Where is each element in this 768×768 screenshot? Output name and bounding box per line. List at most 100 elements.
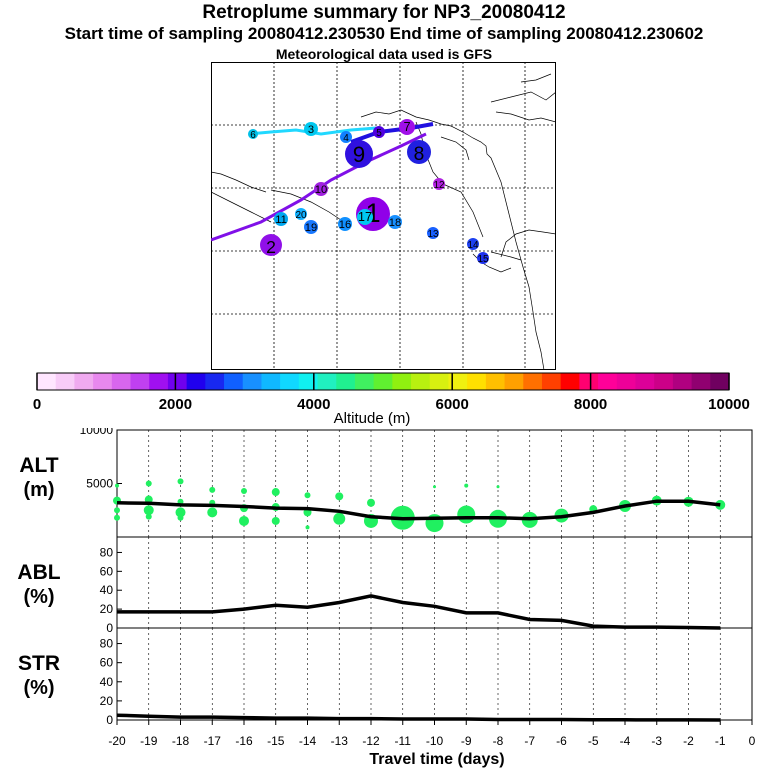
- x-tick-label: -8: [493, 734, 504, 748]
- cluster-label-8: 8: [414, 144, 425, 165]
- panel-title-str: STR: [18, 652, 60, 675]
- x-tick-label: -3: [651, 734, 662, 748]
- alt-point: [239, 515, 249, 526]
- colorbar-cell: [541, 373, 562, 390]
- panel-str: STR(%) 0 20 40 60 80: [18, 627, 753, 727]
- colorbar-cell: [579, 373, 599, 390]
- colorbar-cell: [205, 373, 225, 390]
- colorbar-cell: [224, 373, 244, 390]
- colorbar-cell: [373, 373, 393, 390]
- colorbar-tick-label: 0: [33, 396, 41, 413]
- x-tick-label: -2: [683, 734, 694, 748]
- x-axis: -20 -19 -18 -17 -16 -15 -14 -13 -12 -11 -10 -9 -8 -7-…: [108, 720, 756, 748]
- sampling-times: Start time of sampling 20080412.230530 E…: [64, 24, 704, 43]
- cluster-label-11: 11: [275, 214, 287, 226]
- panel-title-abl: ABL: [17, 561, 60, 584]
- cluster-dot-19: [304, 220, 318, 234]
- cluster-dot-13: [427, 227, 439, 239]
- colorbar-cell: [691, 373, 711, 390]
- colorbar-cell: [149, 373, 169, 390]
- colorbar-cell: [411, 373, 431, 390]
- panel-alt: ALT(m) 5000 10000: [19, 428, 753, 538]
- colorbar-cell: [317, 373, 337, 390]
- y-tick-label: 60: [100, 656, 114, 670]
- colorbar-cell: [448, 373, 468, 390]
- colorbar-label: Altitude (m): [334, 410, 411, 427]
- cluster-dot-10: [314, 182, 328, 196]
- alt-point: [464, 483, 469, 488]
- alt-point: [496, 485, 500, 489]
- colorbar-cell: [467, 373, 487, 390]
- cluster-label-5: 5: [376, 128, 382, 139]
- colorbar-cell: [242, 373, 263, 390]
- cluster-dot-7: [399, 119, 415, 135]
- x-tick-label: -4: [620, 734, 631, 748]
- cluster-dot-18: [388, 215, 402, 229]
- x-tick-label: -10: [426, 734, 444, 748]
- cluster-dot-20: [295, 208, 307, 220]
- colorbar-cell: [186, 373, 206, 390]
- cluster-dot-14: [467, 238, 479, 250]
- cluster-label-12: 12: [433, 180, 445, 191]
- cluster-dot-11: [274, 212, 288, 226]
- colorbar-cell: [504, 373, 524, 390]
- alt-point: [175, 507, 186, 518]
- x-tick-label: -16: [235, 734, 253, 748]
- cluster-dot-2: [260, 234, 282, 256]
- alt-point: [433, 485, 436, 489]
- cluster-label-14: 14: [467, 240, 479, 251]
- y-tick-label: 5000: [86, 477, 113, 491]
- colorbar-tick-label: 8000: [574, 396, 607, 413]
- str-line: [116, 713, 721, 722]
- x-tick-label: -9: [461, 734, 472, 748]
- alt-point: [114, 514, 120, 521]
- colorbar-cell: [130, 373, 150, 390]
- colorbar-ticks: 0 2000 4000 6000 8000 10000: [33, 373, 750, 413]
- x-tick-label: -17: [204, 734, 222, 748]
- alt-point: [145, 480, 152, 487]
- alt-point: [209, 486, 216, 493]
- colorbar-cell: [167, 373, 188, 390]
- colorbar-cell: [93, 373, 113, 390]
- y-tick-label: 20: [100, 602, 114, 616]
- colorbar-cell: [635, 373, 655, 390]
- cluster-label-4: 4: [343, 133, 349, 144]
- alt-mean-line: [116, 499, 721, 521]
- alt-point: [367, 498, 375, 507]
- panel-unit-str: (%): [23, 677, 54, 699]
- coastline-icon: [211, 73, 556, 370]
- x-axis-label: Travel time (days): [369, 751, 504, 768]
- cluster-label-7: 7: [403, 119, 410, 134]
- altitude-colorbar: 0 2000 4000 6000 8000 10000 Altitude (m): [33, 372, 750, 427]
- cluster-dot-9: [345, 140, 373, 168]
- cluster-dot-6: [248, 129, 258, 139]
- x-tick-label: -19: [140, 734, 158, 748]
- colorbar-cell: [280, 373, 300, 390]
- colorbar-cell: [560, 373, 580, 390]
- cluster-dot-8: [407, 140, 431, 164]
- alt-point: [271, 516, 280, 525]
- cluster-label-2: 2: [266, 237, 276, 257]
- x-tick-label: -12: [362, 734, 380, 748]
- colorbar-cell: [523, 373, 543, 390]
- cluster-label-20: 20: [295, 210, 307, 221]
- y-tick-label: 0: [106, 713, 113, 727]
- cluster-label-10: 10: [315, 184, 327, 196]
- cluster-label-15: 15: [477, 254, 489, 265]
- alt-point: [271, 488, 280, 497]
- alt-point: [177, 478, 184, 485]
- x-tick-label: -11: [395, 734, 412, 748]
- y-tick-label: 20: [100, 694, 114, 708]
- panel-unit-alt: (m): [23, 479, 54, 501]
- x-tick-label: -13: [331, 734, 349, 748]
- panel-title-alt: ALT: [19, 454, 58, 477]
- colorbar-tick-label: 4000: [297, 396, 330, 413]
- x-tick-label: -7: [524, 734, 535, 748]
- panel-unit-abl: (%): [23, 586, 54, 608]
- colorbar-cell: [74, 373, 94, 390]
- alt-point: [457, 505, 476, 524]
- alt-point: [241, 487, 247, 494]
- alt-point: [143, 505, 154, 516]
- y-tick-label: 40: [100, 583, 114, 597]
